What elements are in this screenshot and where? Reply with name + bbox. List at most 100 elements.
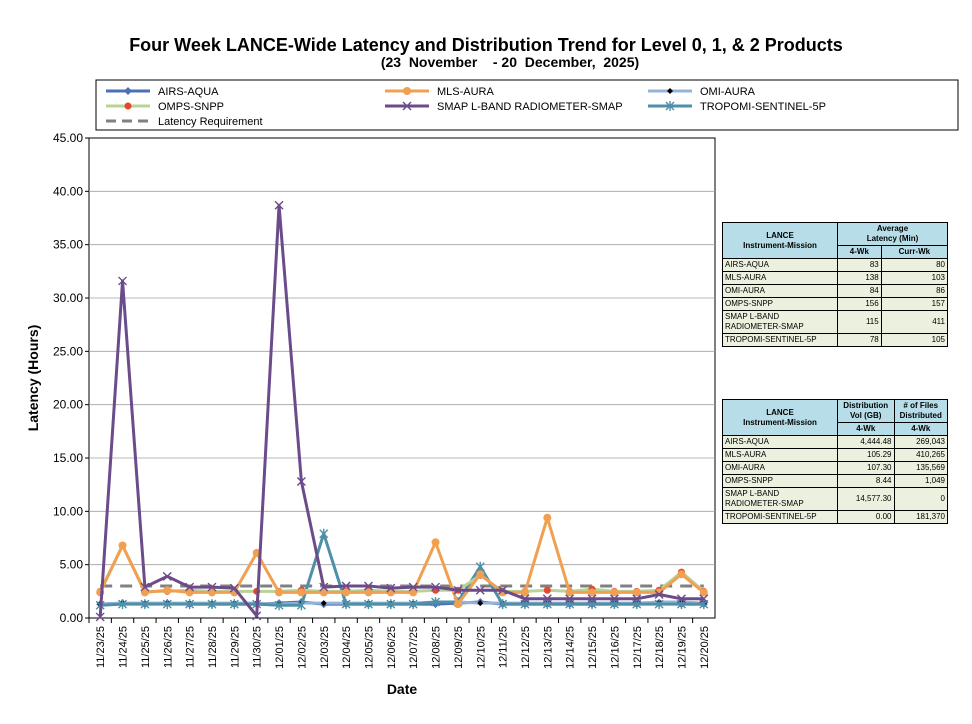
data-point xyxy=(118,599,128,610)
legend-item: MLS-AURA xyxy=(385,86,495,98)
distribution-row-vol: 107.30 xyxy=(837,461,895,475)
series-smap-l-band-radiometer-smap xyxy=(95,200,709,622)
latency-row-name: SMAP L-BAND RADIOMETER-SMAP xyxy=(722,310,838,334)
latency-row-4wk: 83 xyxy=(837,258,882,272)
y-tick-label: 0.00 xyxy=(60,611,84,625)
y-tick-label: 5.00 xyxy=(60,558,84,572)
latency-table-row: AIRS-AQUA 83 80 xyxy=(722,258,949,272)
x-tick-label: 11/28/25 xyxy=(207,626,219,668)
data-point xyxy=(95,612,105,622)
data-point xyxy=(364,588,373,597)
data-point xyxy=(665,101,675,111)
y-tick-label: 30.00 xyxy=(53,291,83,305)
x-tick-label: 11/24/25 xyxy=(118,626,130,668)
data-point xyxy=(699,588,708,597)
x-tick-label: 12/13/25 xyxy=(542,626,554,669)
data-point xyxy=(632,588,641,597)
distribution-row-name: AIRS-AQUA xyxy=(722,435,838,449)
data-point xyxy=(341,599,351,610)
data-point xyxy=(296,476,306,486)
data-point xyxy=(667,88,673,94)
latency-row-name: TROPOMI-SENTINEL-5P xyxy=(722,333,838,347)
latency-table-average-header: Average Latency (Min) xyxy=(837,222,948,246)
x-tick-label: 12/06/25 xyxy=(386,626,398,669)
distribution-table-vol-4wk-header: 4-Wk xyxy=(837,422,895,436)
latency-row-currwk: 411 xyxy=(880,310,949,334)
data-point xyxy=(363,599,373,610)
x-tick-label: 12/18/25 xyxy=(654,626,666,669)
distribution-row-name: SMAP L-BAND RADIOMETER-SMAP xyxy=(722,487,838,511)
x-tick-label: 12/08/25 xyxy=(431,626,443,669)
data-point xyxy=(185,599,195,610)
y-tick-label: 35.00 xyxy=(53,238,83,252)
distribution-table-files-header: # of Files Distributed xyxy=(893,399,948,423)
data-point xyxy=(297,588,306,597)
legend-frame xyxy=(95,79,959,131)
data-point xyxy=(274,600,284,611)
data-point xyxy=(565,588,574,597)
data-point xyxy=(296,600,306,611)
data-point xyxy=(319,588,328,597)
latency-row-name: OMI-AURA xyxy=(722,284,838,298)
data-point xyxy=(363,581,373,591)
chart-subtitle: (23 November - 20 December, 2025) xyxy=(380,54,640,70)
x-tick-label: 12/15/25 xyxy=(587,626,599,669)
distribution-row-vol: 0.00 xyxy=(837,510,895,524)
latency-row-name: OMPS-SNPP xyxy=(722,297,838,311)
y-axis-title: Latency (Hours) xyxy=(25,325,41,432)
x-tick-label: 12/20/25 xyxy=(699,626,711,669)
distribution-table-row: OMPS-SNPP 8.44 1,049 xyxy=(722,474,948,488)
data-point xyxy=(118,276,128,286)
data-point xyxy=(654,599,664,610)
data-point xyxy=(274,200,284,210)
distribution-row-files: 0 xyxy=(893,487,948,511)
data-point xyxy=(632,594,642,604)
latency-row-currwk: 157 xyxy=(880,297,949,311)
x-tick-label: 12/19/25 xyxy=(676,626,688,669)
data-point xyxy=(386,599,396,610)
data-point xyxy=(319,582,329,592)
distribution-row-files: 410,265 xyxy=(893,448,948,462)
data-point xyxy=(140,582,150,592)
data-point xyxy=(140,599,150,610)
legend-item: Latency Requirement xyxy=(106,116,263,128)
data-point xyxy=(229,583,239,593)
data-point xyxy=(408,582,418,592)
data-point xyxy=(453,600,462,609)
data-point xyxy=(408,599,418,610)
latency-row-currwk: 86 xyxy=(880,284,949,298)
x-tick-label: 12/07/25 xyxy=(408,626,420,669)
legend-label: AIRS-AQUA xyxy=(158,86,219,98)
data-point xyxy=(498,599,508,610)
latency-row-name: AIRS-AQUA xyxy=(722,258,838,272)
axes: 0.00 5.00 10.00 15.00 20.00 25.00 30.00 35.00 40… xyxy=(25,131,711,697)
distribution-table-row: MLS-AURA 105.29 410,265 xyxy=(722,448,948,462)
data-point xyxy=(520,594,530,604)
x-tick-label: 12/14/25 xyxy=(565,626,577,669)
latency-table-row: OMPS-SNPP 156 157 xyxy=(722,297,949,311)
data-point xyxy=(609,594,619,604)
data-point xyxy=(477,600,484,607)
data-point xyxy=(386,583,396,593)
data-point xyxy=(162,599,172,610)
data-point xyxy=(543,513,552,522)
data-point xyxy=(543,586,551,594)
plot-area xyxy=(88,137,716,619)
data-point xyxy=(587,594,597,604)
latency-row-currwk: 80 xyxy=(880,258,949,272)
data-point xyxy=(453,585,463,595)
x-axis-title: Date xyxy=(387,681,418,697)
distribution-table-row: TROPOMI-SENTINEL-5P 0.00 181,370 xyxy=(722,510,948,524)
y-tick-label: 45.00 xyxy=(53,131,83,145)
y-tick-label: 15.00 xyxy=(53,451,83,465)
distribution-row-vol: 8.44 xyxy=(837,474,895,488)
x-tick-label: 11/23/25 xyxy=(95,626,107,668)
x-tick-label: 12/09/25 xyxy=(453,626,465,669)
distribution-table-files-4wk-header: 4-Wk xyxy=(893,422,948,436)
latency-row-4wk: 156 xyxy=(837,297,882,311)
y-tick-label: 20.00 xyxy=(53,398,83,412)
legend-label: MLS-AURA xyxy=(437,86,495,98)
data-point xyxy=(431,582,441,592)
legend-label: Latency Requirement xyxy=(158,116,263,128)
